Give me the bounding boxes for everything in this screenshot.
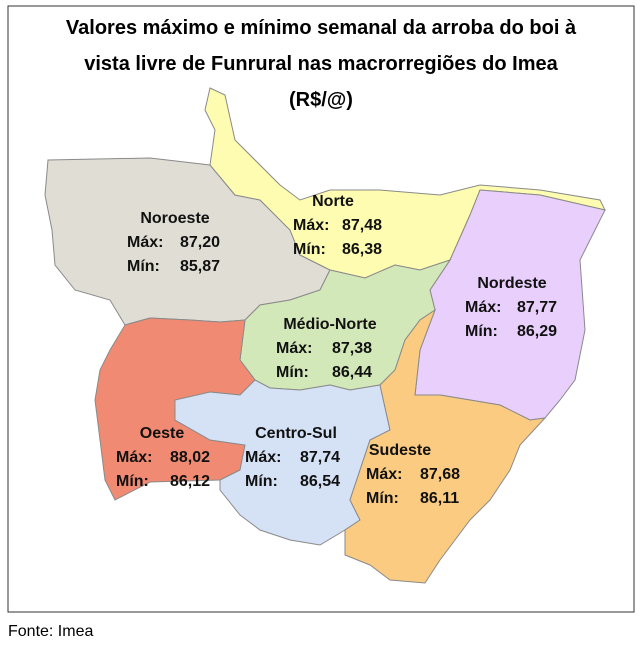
max-label: Máx: [276, 340, 312, 357]
region-name: Noroeste [140, 210, 209, 227]
max-label: Máx: [245, 449, 281, 466]
title-line: (R$/@) [289, 89, 353, 111]
min-value: 86,12 [170, 473, 210, 490]
max-value: 88,02 [170, 449, 210, 466]
min-value: 86,44 [332, 364, 372, 381]
max-value: 87,77 [517, 299, 557, 316]
min-value: 86,54 [300, 473, 340, 490]
max-label: Máx: [293, 217, 329, 234]
min-label: Mín: [116, 473, 149, 490]
region-name: Sudeste [369, 442, 431, 459]
title-line: vista livre de Funrural nas macrorregiõe… [84, 53, 558, 75]
max-label: Máx: [465, 299, 501, 316]
min-label: Mín: [245, 473, 278, 490]
min-value: 86,38 [342, 241, 382, 258]
region-name: Oeste [140, 425, 185, 442]
source: Fonte: Imea [8, 623, 93, 640]
min-value: 86,29 [517, 323, 557, 340]
min-label: Mín: [366, 490, 399, 507]
max-value: 87,38 [332, 340, 372, 357]
max-value: 87,48 [342, 217, 382, 234]
max-label: Máx: [127, 234, 163, 251]
min-label: Mín: [293, 241, 326, 258]
region-sudeste [344, 308, 547, 584]
min-label: Mín: [276, 364, 309, 381]
region-name: Nordeste [477, 275, 546, 292]
max-value: 87,74 [300, 449, 340, 466]
regions [44, 87, 606, 584]
region-labels: Noroeste Máx: 87,20 Mín: 85,87 Norte Máx: 87,48… [116, 193, 557, 507]
min-value: 86,11 [420, 490, 459, 507]
title-line: Valores máximo e mínimo semanal da arrob… [66, 17, 577, 39]
region-name: Centro-Sul [255, 425, 337, 442]
min-value: 85,87 [180, 258, 220, 275]
max-value: 87,20 [180, 234, 220, 251]
min-label: Mín: [127, 258, 160, 275]
region-name: Norte [312, 193, 354, 210]
region-name: Médio-Norte [283, 316, 376, 333]
max-value: 87,68 [420, 466, 460, 483]
max-label: Máx: [116, 449, 152, 466]
min-label: Mín: [465, 323, 498, 340]
max-label: Máx: [366, 466, 402, 483]
